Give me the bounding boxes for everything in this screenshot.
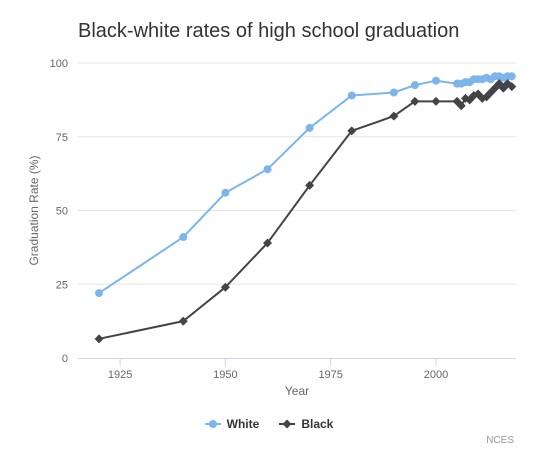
series-black — [94, 79, 517, 344]
data-point-black-1990 — [389, 111, 399, 121]
data-point-black-1970 — [305, 180, 315, 190]
data-point-white-1995 — [410, 81, 419, 90]
series-white — [95, 72, 516, 298]
data-point-black-2018 — [507, 82, 517, 92]
data-point-black-1960 — [263, 238, 273, 248]
data-point-black-2000 — [431, 96, 441, 106]
legend-label-black: Black — [301, 417, 334, 431]
legend-item-white[interactable]: White — [204, 414, 260, 434]
x-tick-label-2000: 2000 — [424, 369, 448, 381]
data-point-black-1920 — [94, 334, 104, 344]
legend-label-white: White — [226, 417, 260, 431]
y-tick-label-0: 0 — [62, 353, 68, 365]
y-axis-title: Graduation Rate (%) — [27, 155, 41, 265]
data-point-black-1950 — [220, 282, 230, 292]
data-point-white-2000 — [431, 76, 440, 85]
chart-title: Black-white rates of high school graduat… — [78, 20, 460, 42]
x-tick-label-1975: 1975 — [318, 369, 342, 381]
y-tick-label-50: 50 — [56, 206, 68, 218]
line-chart: 0 25 50 75 100 1925 1950 1975 2000 Year Graduation… — [27, 58, 517, 398]
legend-item-black[interactable]: Black — [279, 414, 333, 434]
x-axis-title: Year — [285, 384, 309, 398]
grid-lines — [78, 62, 516, 285]
series-layer — [94, 72, 517, 344]
data-point-white-1990 — [389, 88, 398, 97]
y-tick-label-100: 100 — [50, 58, 68, 70]
credits-link[interactable]: NCES — [486, 435, 514, 446]
series-line-black — [98, 82, 513, 340]
legend-symbol-black — [279, 419, 296, 429]
data-point-black-1940 — [178, 316, 188, 326]
data-point-white-1960 — [263, 165, 272, 174]
data-point-white-2018 — [507, 72, 516, 81]
data-point-white-1970 — [305, 123, 314, 132]
data-point-white-1950 — [221, 188, 230, 197]
x-tick-label-1925: 1925 — [108, 369, 132, 381]
data-point-black-2006 — [456, 101, 466, 111]
data-point-black-1980 — [347, 126, 357, 136]
y-tick-label-75: 75 — [56, 132, 68, 144]
data-point-white-1980 — [347, 91, 356, 100]
data-point-black-1995 — [410, 96, 420, 106]
x-tick-label-1950: 1950 — [213, 369, 237, 381]
data-point-white-1920 — [95, 289, 104, 298]
series-line-white — [98, 75, 513, 295]
data-point-white-1940 — [179, 233, 188, 242]
axes: 0 25 50 75 100 1925 1950 1975 2000 Year Graduation… — [27, 58, 516, 398]
y-tick-label-25: 25 — [56, 279, 68, 291]
legend: White Black — [0, 414, 538, 434]
legend-symbol-white — [204, 420, 221, 428]
